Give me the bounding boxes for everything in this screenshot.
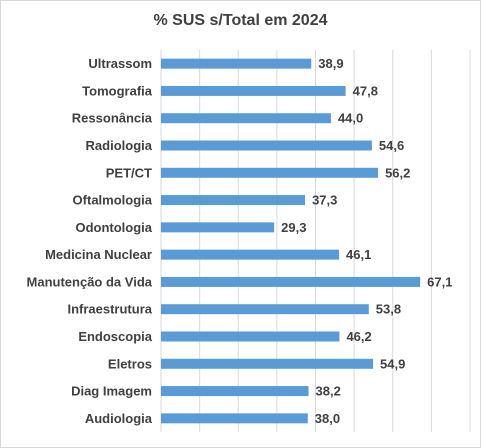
category-label: Endoscopia	[78, 329, 152, 344]
bar	[161, 85, 346, 96]
data-label: 46,2	[346, 329, 371, 344]
data-label: 47,8	[353, 83, 378, 98]
category-label: Manutenção da Vida	[27, 274, 153, 289]
bar	[161, 222, 275, 233]
bar	[161, 167, 379, 178]
data-label: 54,9	[380, 356, 405, 371]
bar	[161, 140, 372, 151]
data-label: 29,3	[281, 220, 306, 235]
category-label: Medicina Nuclear	[45, 247, 152, 262]
data-label: 38,0	[315, 411, 340, 426]
category-label: Odontologia	[75, 220, 152, 235]
data-label: 38,2	[316, 384, 341, 399]
bar	[161, 413, 308, 424]
bar	[161, 249, 340, 260]
category-label: Oftalmologia	[73, 193, 153, 208]
data-label: 44,0	[338, 111, 363, 126]
category-label: Infraestrutura	[67, 302, 152, 317]
bar	[161, 276, 421, 287]
bar	[161, 358, 374, 369]
data-label: 53,8	[376, 302, 401, 317]
category-label: Ultrassom	[88, 56, 152, 71]
category-label: PET/CT	[106, 165, 152, 180]
data-label: 54,6	[379, 138, 404, 153]
data-label: 67,1	[427, 274, 452, 289]
category-label: Ressonância	[72, 111, 153, 126]
bar	[161, 331, 340, 342]
category-label: Eletros	[108, 356, 152, 371]
data-label: 56,2	[385, 165, 410, 180]
data-label: 38,9	[318, 56, 343, 71]
category-label: Audiologia	[85, 411, 153, 426]
bar	[161, 113, 331, 124]
data-label: 37,3	[312, 193, 337, 208]
data-label: 46,1	[346, 247, 371, 262]
bar	[161, 58, 312, 69]
bar	[161, 195, 306, 206]
bar	[161, 386, 309, 397]
category-label: Radiologia	[86, 138, 153, 153]
bar	[161, 304, 369, 315]
category-label: Diag Imagem	[71, 384, 152, 399]
chart-title: % SUS s/Total em 2024	[153, 12, 328, 29]
category-label: Tomografia	[82, 83, 153, 98]
